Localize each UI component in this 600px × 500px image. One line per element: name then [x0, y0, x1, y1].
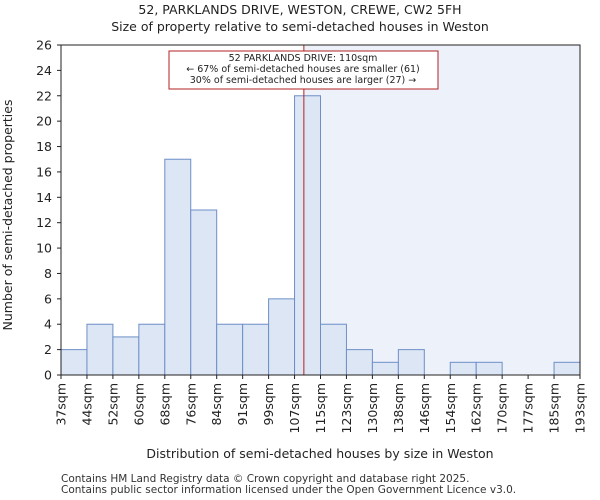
- x-tick-label: 123sqm: [339, 383, 354, 433]
- x-tick-label: 146sqm: [417, 383, 432, 433]
- y-tick-label: 22: [36, 88, 52, 103]
- shaded-region: [303, 45, 580, 375]
- bar-37sqm: [60, 349, 88, 376]
- bar-76sqm: [190, 209, 218, 376]
- annotation-box: 52 PARKLANDS DRIVE: 110sqm ← 67% of semi…: [168, 50, 439, 90]
- bar-99sqm: [268, 298, 296, 376]
- x-tick-label: 91sqm: [235, 383, 250, 426]
- bar-84sqm: [216, 323, 244, 376]
- chart-title: 52, PARKLANDS DRIVE, WESTON, CREWE, CW2 …: [138, 2, 461, 17]
- bar-138sqm: [397, 349, 425, 376]
- x-tick-label: 37sqm: [54, 383, 69, 426]
- x-tick-label: 44sqm: [79, 383, 94, 426]
- bar-107sqm: [294, 95, 321, 376]
- y-tick-label: 8: [44, 266, 52, 281]
- bar-91sqm: [242, 323, 270, 376]
- y-tick-label: 0: [44, 368, 52, 383]
- y-tick-label: 4: [44, 317, 52, 332]
- bar-130sqm: [371, 361, 399, 376]
- bar-123sqm: [345, 349, 373, 376]
- x-tick-label: 177sqm: [521, 383, 536, 433]
- x-tick-label: 162sqm: [469, 383, 484, 433]
- x-tick-label: 185sqm: [547, 383, 562, 433]
- x-tick-label: 130sqm: [365, 383, 380, 433]
- x-tick-label: 84sqm: [209, 383, 224, 426]
- y-tick-label: 16: [36, 164, 52, 179]
- chart-subtitle: Size of property relative to semi-detach…: [111, 19, 489, 34]
- y-tick-label: 20: [36, 114, 52, 129]
- bar-68sqm: [164, 158, 192, 376]
- x-tick-label: 115sqm: [313, 383, 328, 433]
- annotation-line-2: ← 67% of semi-detached houses are smalle…: [186, 64, 420, 75]
- y-tick-label: 26: [36, 38, 52, 53]
- x-tick-label: 68sqm: [157, 383, 172, 426]
- footer-line-1: Contains HM Land Registry data © Crown c…: [61, 473, 470, 485]
- x-tick-label: 138sqm: [391, 383, 406, 433]
- x-tick-label: 107sqm: [287, 383, 302, 433]
- y-tick-label: 14: [36, 190, 52, 205]
- y-tick-label: 10: [36, 241, 52, 256]
- x-tick-label: 52sqm: [105, 383, 120, 426]
- y-tick-label: 18: [36, 139, 52, 154]
- bar-115sqm: [320, 323, 347, 376]
- bar-52sqm: [112, 336, 140, 376]
- x-axis-label: Distribution of semi-detached houses by …: [146, 446, 493, 461]
- y-tick-label: 12: [36, 215, 52, 230]
- y-tick-label: 6: [44, 291, 52, 306]
- footer-line-2: Contains public sector information licen…: [61, 484, 517, 496]
- x-tick-label: 76sqm: [183, 383, 198, 426]
- x-tick-label: 99sqm: [261, 383, 276, 426]
- bar-60sqm: [138, 323, 166, 376]
- x-tick-label: 193sqm: [573, 383, 588, 433]
- y-axis-label: Number of semi-detached properties: [0, 100, 15, 331]
- y-tick-label: 2: [44, 342, 52, 357]
- x-tick-label: 60sqm: [131, 383, 146, 426]
- bar-162sqm: [475, 361, 503, 376]
- annotation-line-3: 30% of semi-detached houses are larger (…: [190, 75, 417, 86]
- annotation-line-1: 52 PARKLANDS DRIVE: 110sqm: [229, 53, 378, 64]
- bar-44sqm: [86, 323, 114, 376]
- bar-185sqm: [553, 361, 581, 376]
- x-tick-label: 154sqm: [443, 383, 458, 433]
- y-tick-label: 24: [36, 63, 52, 78]
- x-tick-label: 170sqm: [495, 383, 510, 433]
- bar-154sqm: [449, 361, 477, 376]
